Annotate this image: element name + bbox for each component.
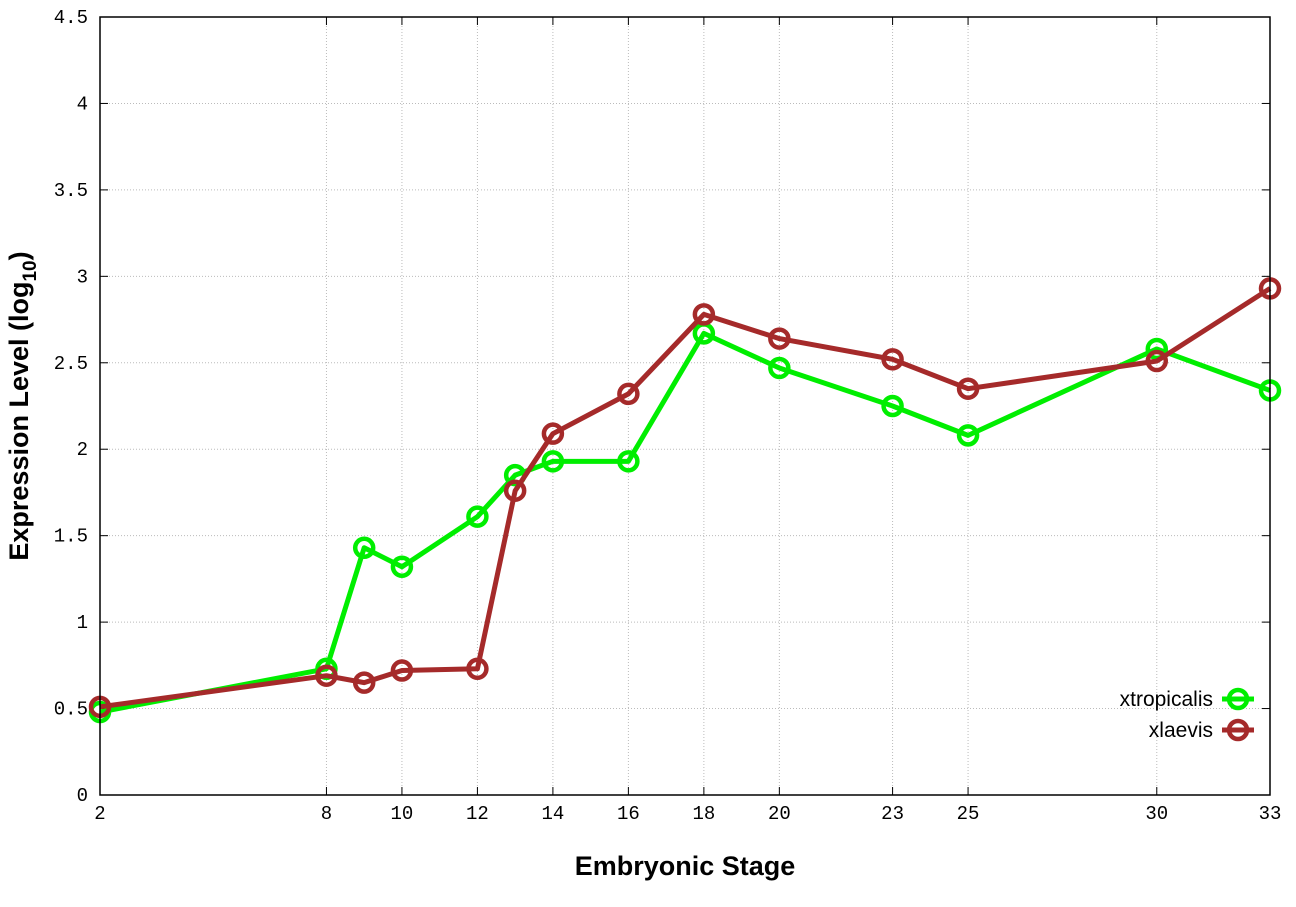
y-tick-label: 4.5 xyxy=(54,7,88,29)
legend-marker-xtropicalis xyxy=(1226,687,1250,711)
x-tick-label: 33 xyxy=(1259,803,1282,825)
x-tick-label: 20 xyxy=(768,803,791,825)
x-tick-label: 8 xyxy=(321,803,332,825)
data-point-xtropicalis xyxy=(956,424,980,447)
x-tick-label: 16 xyxy=(617,803,640,825)
legend: xtropicalis xlaevis xyxy=(1120,687,1254,742)
plot-frame xyxy=(99,16,1271,796)
y-tick-label: 1.5 xyxy=(54,526,88,548)
data-point-xlaevis xyxy=(466,657,489,681)
y-tick-label: 0.5 xyxy=(54,699,88,721)
axis-ticks: 2 8 10 12 14 16 18 20 23 25 30 33 0 0.5 1 1.5 2 2.5 3 3.5 4 4… xyxy=(54,7,1282,825)
data-point-xlaevis xyxy=(881,348,904,371)
x-tick-label: 18 xyxy=(692,803,715,825)
x-tick-label: 30 xyxy=(1145,803,1168,825)
y-tick-label: 3 xyxy=(77,266,88,288)
x-tick-label: 14 xyxy=(541,803,564,825)
data-point-xtropicalis xyxy=(352,536,376,560)
series-line-xlaevis xyxy=(99,286,1272,710)
y-tick-label: 3.5 xyxy=(54,180,88,202)
legend-label-xtropicalis: xtropicalis xyxy=(1120,688,1213,711)
data-point-xlaevis xyxy=(315,664,338,687)
data-point-xlaevis xyxy=(390,659,414,682)
x-axis-label: Embryonic Stage xyxy=(575,851,796,881)
y-tick-label: 0 xyxy=(77,785,88,807)
data-point-xtropicalis xyxy=(390,555,414,579)
series-group xyxy=(88,277,1282,724)
data-point-xlaevis xyxy=(541,422,565,445)
legend-marker-xlaevis xyxy=(1226,718,1250,742)
data-point-xtropicalis xyxy=(617,450,640,473)
data-point-xlaevis xyxy=(1145,349,1169,373)
x-tick-label: 25 xyxy=(957,803,980,825)
data-point-xtropicalis xyxy=(881,394,904,418)
y-axis-label: Expression Level (log10) xyxy=(4,251,41,560)
data-point-xlaevis xyxy=(352,671,376,694)
data-point-xtropicalis xyxy=(541,450,565,473)
data-point-xtropicalis xyxy=(466,505,489,528)
data-point-xlaevis xyxy=(503,479,527,502)
legend-label-xlaevis: xlaevis xyxy=(1149,719,1213,742)
data-point-xlaevis xyxy=(768,327,791,350)
x-tick-label: 10 xyxy=(391,803,414,825)
x-tick-label: 23 xyxy=(881,803,904,825)
y-tick-label: 2 xyxy=(77,439,88,461)
series-line-xtropicalis xyxy=(99,330,1271,715)
y-tick-label: 1 xyxy=(77,612,88,634)
y-tick-label: 2.5 xyxy=(54,353,88,375)
data-point-xtropicalis xyxy=(1145,337,1169,361)
data-point-xlaevis xyxy=(956,377,980,400)
y-tick-label: 4 xyxy=(77,93,88,115)
x-tick-label: 2 xyxy=(94,803,105,825)
data-point-xlaevis xyxy=(692,303,716,326)
data-point-xlaevis xyxy=(617,382,640,406)
x-tick-label: 12 xyxy=(466,803,489,825)
data-point-xtropicalis xyxy=(768,356,791,380)
